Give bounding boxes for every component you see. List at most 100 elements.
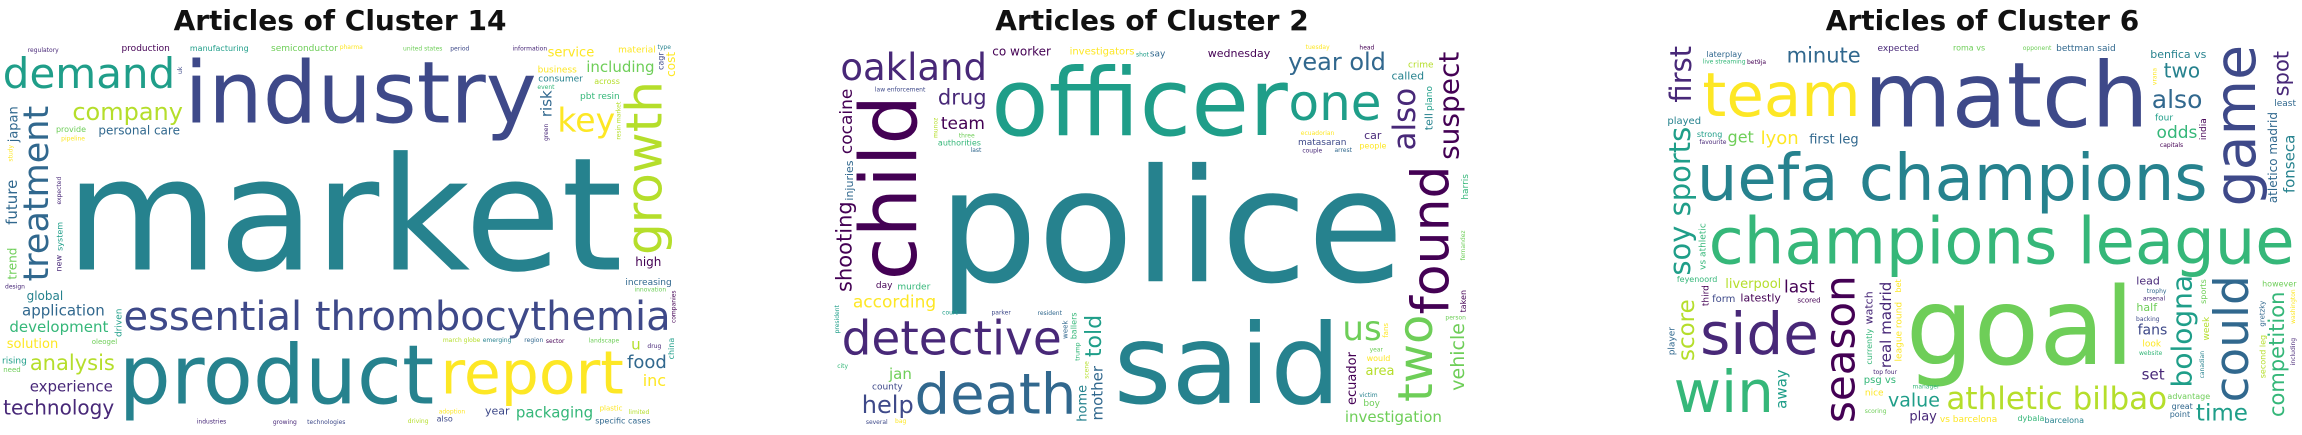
cloud-word: trophy bbox=[2147, 288, 2167, 295]
cloud-word: feyenoord bbox=[1677, 275, 1717, 284]
cloud-word: provide bbox=[56, 125, 86, 134]
cloud-word: played bbox=[1667, 116, 1701, 127]
cloud-word: jan bbox=[888, 365, 912, 383]
cloud-word: united states bbox=[403, 46, 442, 53]
cluster-panel-2: Articles of Cluster 2 police said officer d… bbox=[832, 0, 1472, 435]
cloud-word: police bbox=[938, 136, 1404, 319]
cloud-word: would bbox=[1367, 354, 1391, 363]
cloud-word: county bbox=[872, 383, 903, 393]
cloud-word: vehicle bbox=[1447, 323, 1469, 391]
cloud-word: production bbox=[121, 44, 169, 54]
cloud-word: shooting bbox=[832, 201, 856, 292]
cloud-word: regulatory bbox=[28, 47, 59, 54]
cloud-word: packaging bbox=[516, 404, 593, 422]
cloud-word: march globe bbox=[443, 337, 481, 344]
cloud-word: investigators bbox=[1070, 46, 1135, 57]
cloud-word: called bbox=[1391, 70, 1424, 83]
cloud-word: cocaine bbox=[837, 89, 857, 154]
cloud-word: score bbox=[1674, 299, 1700, 361]
cloud-word: investigation bbox=[1345, 408, 1442, 426]
cloud-word: product bbox=[119, 328, 434, 423]
cloud-word: key bbox=[557, 100, 615, 139]
cloud-word: bettman said bbox=[2056, 44, 2116, 54]
cloud-word: japan bbox=[6, 106, 21, 143]
cloud-word: also bbox=[437, 414, 453, 423]
cloud-word: u bbox=[631, 335, 641, 353]
cloud-word: consumer bbox=[538, 74, 583, 84]
cloud-word: help bbox=[862, 391, 914, 419]
cloud-word: arsenal bbox=[2143, 296, 2165, 303]
cloud-word: including bbox=[586, 58, 654, 76]
cloud-word: goal bbox=[1906, 266, 2135, 390]
cloud-word: year old bbox=[1288, 48, 1386, 76]
cloud-word: expected bbox=[1877, 44, 1919, 54]
cloud-word: development bbox=[9, 318, 108, 336]
cloud-word: scoring bbox=[1865, 408, 1887, 415]
cloud-word: growing bbox=[273, 419, 297, 426]
cloud-word: psg vs bbox=[1864, 375, 1896, 386]
cloud-word: people bbox=[1359, 142, 1386, 151]
cloud-word: service bbox=[548, 46, 595, 61]
cloud-word: report bbox=[441, 339, 624, 409]
cloud-word: technology bbox=[3, 396, 114, 420]
cloud-word: week bbox=[1062, 320, 1070, 339]
panel-title: Articles of Cluster 14 bbox=[173, 4, 507, 37]
cloud-word: home bbox=[1076, 385, 1091, 422]
cloud-word: soy sports bbox=[1665, 127, 1697, 276]
cloud-word: vrana bbox=[2152, 68, 2159, 85]
cloud-word: uk bbox=[177, 66, 184, 74]
cloud-word: head bbox=[1359, 44, 1374, 51]
cloud-word: also bbox=[2152, 85, 2203, 114]
cloud-word: car bbox=[1364, 129, 1382, 142]
cloud-word: pipeline bbox=[61, 135, 85, 142]
cloud-word: first leg bbox=[1809, 132, 1858, 147]
cloud-word: team bbox=[941, 114, 985, 134]
cloud-word: risk bbox=[538, 90, 556, 117]
cloud-word: year bbox=[1370, 346, 1384, 353]
cloud-word: officer bbox=[991, 49, 1288, 158]
cloud-word: detective bbox=[842, 311, 1062, 366]
cloud-word: strong bbox=[1697, 130, 1722, 139]
panel-title: Articles of Cluster 6 bbox=[1825, 4, 2140, 37]
cloud-word: shot bbox=[1136, 52, 1150, 59]
cloud-word: type bbox=[658, 44, 672, 51]
cloud-word: real madrid bbox=[1877, 282, 1895, 368]
cloud-word: half bbox=[2136, 301, 2158, 314]
cloud-word: bet bbox=[1894, 279, 1903, 292]
cloud-word: law enforcement bbox=[875, 87, 926, 94]
cloud-word: driven bbox=[114, 309, 124, 337]
cloud-word: champions league bbox=[1709, 206, 2295, 280]
cloud-word: resident bbox=[1037, 310, 1062, 317]
cloud-word: adoption bbox=[439, 409, 466, 416]
cloud-word: company bbox=[72, 98, 183, 126]
cloud-word: solution bbox=[7, 337, 58, 352]
cloud-word: barcelona bbox=[2045, 416, 2085, 425]
cloud-word: co worker bbox=[992, 45, 1051, 59]
cloud-word: us bbox=[1342, 309, 1381, 349]
cloud-word: fonseca bbox=[2280, 135, 2298, 193]
cloud-word: boy bbox=[1363, 399, 1380, 409]
cluster-panel-14: Articles of Cluster 14 market essential t… bbox=[0, 0, 680, 435]
cloud-word: experience bbox=[30, 377, 113, 395]
cloud-word: side bbox=[1700, 300, 1819, 368]
cloud-word: need bbox=[3, 366, 21, 374]
cloud-word: watch bbox=[1863, 291, 1876, 324]
cloud-word: season bbox=[1816, 275, 1865, 423]
cloud-word: advantage bbox=[2167, 392, 2210, 401]
cloud-word: opponent bbox=[2023, 45, 2052, 52]
cloud-word: murder bbox=[897, 283, 930, 293]
cloud-word: two bbox=[2164, 59, 2200, 83]
cloud-word: food bbox=[627, 352, 667, 373]
cloud-word: cost bbox=[664, 52, 678, 77]
cloud-word: least bbox=[2274, 99, 2296, 109]
cloud-word: crime bbox=[1408, 61, 1434, 71]
cloud-word: injuries bbox=[843, 160, 856, 200]
cloud-word: nice bbox=[1865, 388, 1884, 398]
cloud-word: fans bbox=[2138, 323, 2168, 339]
cloud-word: lead bbox=[2136, 275, 2160, 288]
cloud-word: trend bbox=[6, 248, 20, 280]
panel-title: Articles of Cluster 2 bbox=[995, 4, 1309, 37]
cloud-word: drug bbox=[938, 86, 987, 110]
cloud-word: bet9ja bbox=[1747, 59, 1766, 66]
cloud-word: live streaming bbox=[1703, 59, 1746, 66]
